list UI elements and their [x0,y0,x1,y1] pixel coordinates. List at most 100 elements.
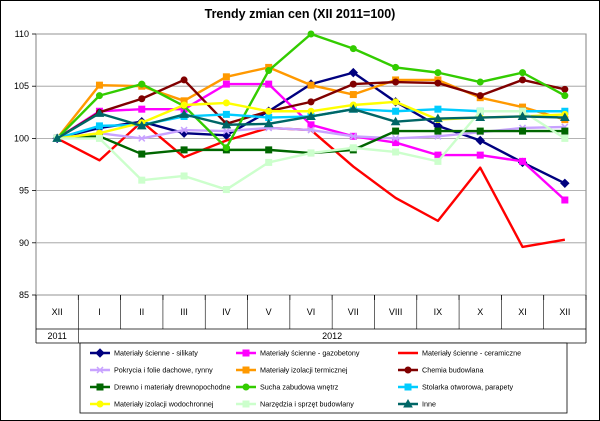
year-label: 2011 [47,331,66,341]
y-tick-label: 85 [19,290,29,300]
x-tick-label: I [98,307,101,317]
data-point [307,98,315,106]
data-point [434,69,442,77]
data-point [349,45,357,53]
data-point [138,95,146,103]
data-point [561,127,569,135]
data-point [434,157,442,165]
data-point [434,79,442,87]
data-point [95,92,103,100]
x-tick-label: IX [434,307,443,317]
data-point [392,98,400,106]
legend-entry: Materiały izolacji wodochronnej [90,400,214,409]
y-tick-label: 95 [19,186,29,196]
data-point [434,105,442,113]
data-point [392,127,400,135]
data-point [265,146,273,154]
data-point [265,107,273,115]
y-tick-label: 105 [14,81,29,91]
data-point [561,85,569,93]
y-tick-label: 90 [19,238,29,248]
plot-area [35,33,587,296]
data-point [348,104,359,113]
x-tick-label: VII [348,307,359,317]
data-point [138,105,146,113]
data-point [559,112,570,122]
chart-title: Trendy zmian cen (XII 2011=100) [204,7,396,21]
legend-marker [96,400,104,408]
legend-marker [242,383,250,391]
x-tick-label: XII [559,307,570,317]
data-point [180,126,188,134]
legend-entry: Narzędzia i sprzęt budowlany [236,400,354,409]
data-point [263,118,274,128]
legend-label: Materiały ścienne - ceramiczne [422,349,521,358]
x-tick-label: VI [307,307,316,317]
legend-marker [404,366,412,374]
legend-entry: Stolarka otworowa, parapety [398,383,513,392]
legend-entry: Inne [398,398,436,409]
legend-label: Pokrycia i folie dachowe, rynny [114,366,213,375]
legend-entry: Sucha zabudowa wnętrz [236,383,339,392]
data-point [560,178,570,188]
data-point [392,134,400,142]
legend-label: Materiały izolacji termicznej [260,366,348,375]
data-point [95,81,103,89]
data-point [265,67,273,75]
data-point [180,76,188,84]
data-point [52,133,63,142]
data-point [392,107,400,115]
y-tick-label: 110 [15,29,29,39]
legend-label: Materiały izolacji wodochronnej [114,400,214,409]
x-tick-label: V [266,307,272,317]
data-point [392,148,400,156]
data-point [561,196,569,204]
data-point [349,132,357,140]
legend-marker [96,383,104,391]
data-point [307,30,315,38]
data-point [179,109,189,118]
data-point [138,176,146,184]
y-tick-label: 100 [14,133,29,143]
data-point [306,111,316,120]
data-point [348,67,359,78]
data-point [561,92,569,100]
data-point [392,63,400,71]
series-11 [52,104,570,142]
legend-label: Materiały ścienne - silikaty [114,349,198,358]
x-tick-label: II [139,307,144,317]
data-point [475,112,486,122]
data-point [307,126,315,134]
legend-label: Drewno i materiały drewnopochodne [114,383,231,392]
legend-marker [242,400,250,408]
legend-label: Materiały ścienne - gazobetony [260,349,360,358]
data-point [349,80,357,88]
data-point [94,108,105,117]
data-point [180,101,188,109]
data-point [349,91,357,99]
data-point [519,69,527,77]
x-tick-label: VIII [389,307,403,317]
data-point [138,80,146,88]
x-tick-label: III [180,307,188,317]
x-tick-label: IV [222,307,231,317]
data-point [138,150,146,158]
data-point [349,144,357,152]
data-point [519,127,527,135]
data-point [95,122,103,130]
data-point [222,144,230,152]
data-point [390,116,401,126]
legend-marker [242,366,250,374]
data-point [222,73,230,81]
data-point [138,134,146,142]
legend-entry: Materiały izolacji termicznej [236,366,348,375]
legend-marker [242,349,250,357]
data-point [476,151,484,159]
data-point [180,146,188,154]
data-point [180,172,188,180]
data-point [307,81,315,89]
data-point [392,78,400,86]
legend-entry: Materiały ścienne - gazobetony [236,349,360,358]
data-point [222,110,230,118]
legend [79,342,568,414]
